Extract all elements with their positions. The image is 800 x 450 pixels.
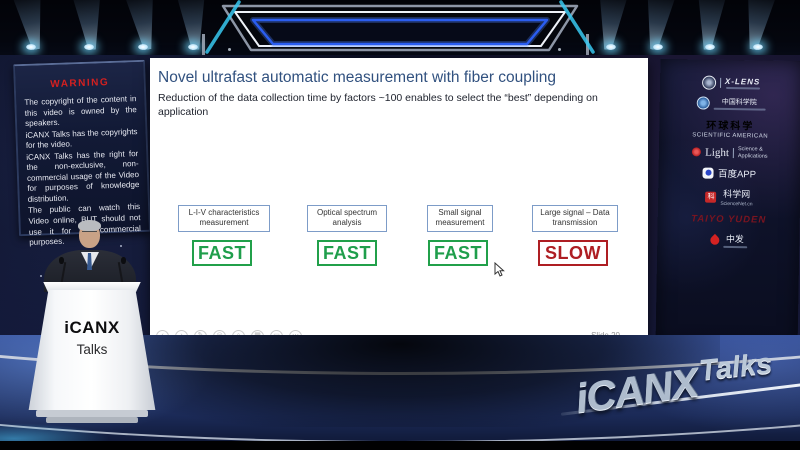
warning-paragraph: iCANX Talks has the right for the non-ex… — [26, 148, 140, 204]
podium-top — [43, 282, 141, 292]
podium: iCANX Talks — [26, 257, 158, 424]
podium-brand-text: iCANX — [64, 318, 120, 337]
sciencenet-logo: 科 科学网 ScienceNet.cn — [705, 187, 753, 207]
ceiling-zone — [0, 0, 800, 58]
letterbox-bar — [0, 441, 800, 450]
measurement-label-box: Small signal measurement — [427, 205, 493, 232]
speaker-tie — [87, 253, 92, 270]
speaker — [36, 220, 146, 292]
stage-lamp — [84, 44, 94, 50]
measurement-label-box: L-I-V characteristics measurement — [178, 205, 270, 232]
baidu-app-logo: 百度APP — [702, 166, 756, 180]
stage-lamp — [26, 44, 36, 50]
speed-badge-fast: FAST — [317, 240, 377, 266]
stage-lamp — [753, 44, 763, 50]
mouse-cursor — [494, 262, 505, 277]
baidu-paw-icon — [702, 167, 715, 179]
truss-pole — [202, 34, 205, 58]
copyright-warning-panel: WARNING The copyright of the content in … — [13, 59, 151, 247]
warning-title: WARNING — [50, 77, 110, 91]
university-emblem-icon — [701, 75, 717, 90]
sciencenet-icon: 科 — [705, 191, 717, 203]
warning-paragraph: iCANX Talks has the copyrights for the v… — [25, 126, 138, 151]
speaker-hair — [78, 220, 101, 231]
ceiling-canopy — [205, 0, 595, 54]
stage-lamp — [606, 44, 616, 50]
microphone-icon — [121, 257, 126, 264]
watermark-talks: Talks — [697, 347, 774, 388]
sponsor-logo-panel: X-LENS 中国科学院 环球科学 SCIENTIFIC AMERICAN Li… — [655, 58, 800, 349]
light-dot-icon — [692, 147, 702, 157]
xlens-logo: X-LENS — [701, 75, 761, 91]
cas-logo: 中国科学院 — [696, 96, 766, 111]
stage-lamp — [653, 44, 663, 50]
slide-title: Novel ultrafast automatic measurement wi… — [158, 69, 557, 86]
stage-lamp — [138, 44, 148, 50]
podium-base — [46, 417, 138, 423]
podium-front — [28, 290, 156, 410]
zhongfa-logo: 中发 — [708, 232, 747, 249]
measurement-label-box: Optical spectrum analysis — [307, 205, 387, 232]
stage-lamp — [705, 44, 715, 50]
cas-badge-icon — [696, 96, 710, 110]
slide-subtitle: Reduction of the data collection time by… — [158, 92, 598, 119]
microphone-icon — [59, 257, 64, 264]
warning-paragraph: The copyright of the content in this vid… — [24, 94, 137, 129]
presentation-slide: Novel ultrafast automatic measurement wi… — [150, 58, 648, 347]
light-journal-logo: Light Science & Applications — [692, 145, 768, 160]
taiyo-yuden-logo: TAIYO YUDEN — [691, 213, 767, 226]
scientific-american-logo: 环球科学 SCIENTIFIC AMERICAN — [692, 120, 769, 140]
flame-icon — [708, 233, 721, 247]
stage-lamp — [188, 44, 198, 50]
speed-badge-fast: FAST — [428, 240, 488, 266]
speed-badge-fast: FAST — [192, 240, 252, 266]
podium-sub-text: Talks — [76, 342, 108, 357]
speed-badge-slow: SLOW — [538, 240, 608, 266]
podium-base — [36, 410, 148, 417]
measurement-label-box: Large signal – Data transmission — [532, 205, 618, 232]
speaker-glasses — [82, 231, 97, 235]
